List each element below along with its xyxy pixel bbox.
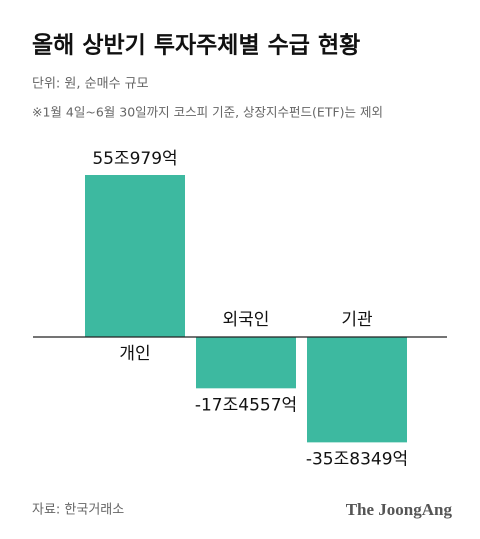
bar — [85, 175, 185, 337]
bar — [307, 337, 407, 443]
bar — [196, 337, 296, 389]
category-label: 기관 — [341, 310, 372, 330]
note: ※1월 4일~6월 30일까지 코스피 기준, 상장지수펀드(ETF)는 제외 — [32, 105, 383, 120]
value-label: -17조4557억 — [195, 395, 297, 415]
category-label: 개인 — [119, 344, 150, 364]
subtitle: 단위: 원, 순매수 규모 — [32, 77, 149, 92]
value-label: 55조979억 — [92, 149, 177, 169]
source: 자료: 한국거래소 — [32, 503, 124, 518]
category-label: 외국인 — [223, 310, 270, 330]
brand: The JoongAng — [346, 500, 453, 519]
chart-title: 올해 상반기 투자주체별 수급 현황 — [32, 33, 360, 59]
value-label: -35조8349억 — [306, 449, 408, 469]
